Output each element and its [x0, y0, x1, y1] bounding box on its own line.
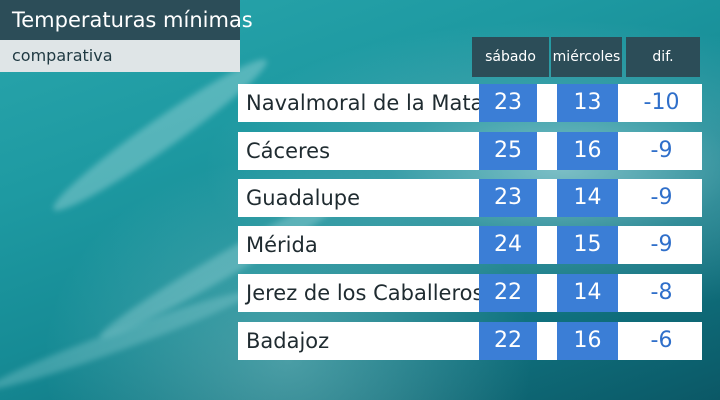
city-name: Badajoz — [238, 322, 479, 360]
cell-spacer — [537, 132, 557, 170]
wednesday-value: 13 — [557, 84, 618, 122]
column-header-wednesday: miércoles — [551, 37, 622, 77]
saturday-value: 25 — [479, 132, 537, 170]
difference-value: -9 — [621, 226, 702, 264]
city-name: Guadalupe — [238, 179, 479, 217]
table-row: Guadalupe 23 14 -9 — [238, 179, 702, 217]
table-row: Cáceres 25 16 -9 — [238, 132, 702, 170]
city-name: Navalmoral de la Mata — [238, 84, 479, 122]
difference-value: -10 — [621, 84, 702, 122]
column-header-difference: dif. — [626, 37, 700, 77]
city-name: Cáceres — [238, 132, 479, 170]
table-row: Navalmoral de la Mata 23 13 -10 — [238, 84, 702, 122]
wednesday-value: 16 — [557, 132, 618, 170]
cell-spacer — [618, 132, 621, 170]
cell-spacer — [537, 274, 557, 312]
cell-spacer — [537, 179, 557, 217]
difference-value: -6 — [621, 322, 702, 360]
page-subtitle: comparativa — [0, 40, 240, 72]
wednesday-value: 14 — [557, 274, 618, 312]
wednesday-value: 16 — [557, 322, 618, 360]
cell-spacer — [618, 226, 621, 264]
wednesday-value: 14 — [557, 179, 618, 217]
cell-spacer — [618, 179, 621, 217]
city-name: Mérida — [238, 226, 479, 264]
difference-value: -8 — [621, 274, 702, 312]
difference-value: -9 — [621, 132, 702, 170]
column-header-saturday: sábado — [472, 37, 549, 77]
cell-spacer — [537, 84, 557, 122]
table-row: Jerez de los Caballeros 22 14 -8 — [238, 274, 702, 312]
cell-spacer — [618, 274, 621, 312]
cell-spacer — [537, 322, 557, 360]
saturday-value: 23 — [479, 84, 537, 122]
cell-spacer — [618, 322, 621, 360]
table-row: Badajoz 22 16 -6 — [238, 322, 702, 360]
difference-value: -9 — [621, 179, 702, 217]
saturday-value: 24 — [479, 226, 537, 264]
cell-spacer — [537, 226, 557, 264]
wednesday-value: 15 — [557, 226, 618, 264]
city-name: Jerez de los Caballeros — [238, 274, 479, 312]
cell-spacer — [618, 84, 621, 122]
table-row: Mérida 24 15 -9 — [238, 226, 702, 264]
saturday-value: 22 — [479, 274, 537, 312]
saturday-value: 22 — [479, 322, 537, 360]
background-frost-3 — [0, 282, 255, 398]
saturday-value: 23 — [479, 179, 537, 217]
page-title: Temperaturas mínimas — [0, 0, 253, 40]
